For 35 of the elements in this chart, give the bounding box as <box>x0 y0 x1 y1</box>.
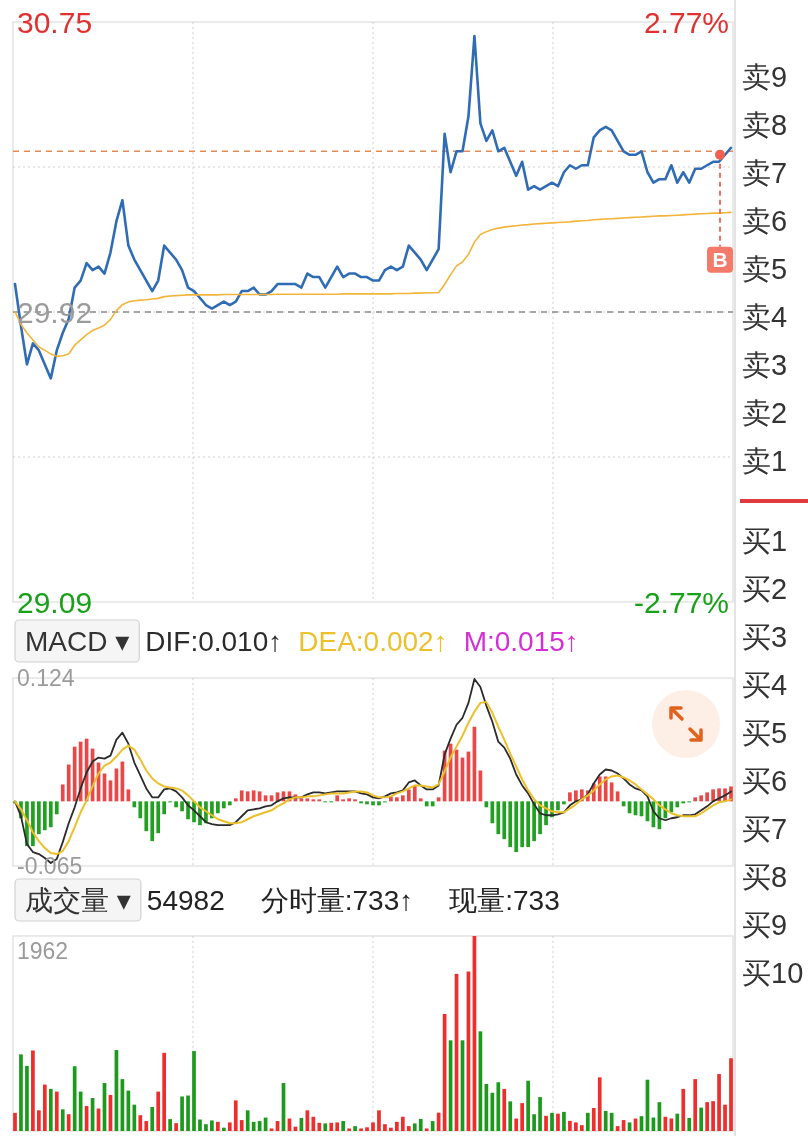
chart-title: 成交量 ▾ <box>25 884 131 916</box>
text: 卖8 <box>742 109 788 141</box>
y2-tick-label: -2.77% <box>633 585 729 619</box>
text: 买7 <box>742 813 788 845</box>
text: 54982 <box>146 884 225 916</box>
text: 分时量:733↑ <box>260 884 414 916</box>
y-tick-label: -0.065 <box>17 853 83 879</box>
text: 买9 <box>742 909 788 941</box>
text: 卖9 <box>742 61 788 93</box>
y-tick-label: 0.124 <box>17 665 75 691</box>
text: 卖6 <box>742 205 788 237</box>
text: M:0.015↑ <box>463 625 579 657</box>
chart-title: MACD ▾ <box>25 625 130 657</box>
text: 买10 <box>742 957 804 989</box>
text: 卖4 <box>742 301 788 333</box>
text: 买8 <box>742 861 788 893</box>
y-tick-label: 29.09 <box>17 585 93 619</box>
text: DIF:0.010↑ <box>145 625 283 657</box>
text: 买4 <box>742 669 788 701</box>
y-tick-label: 30.75 <box>17 5 93 39</box>
y2-tick-label: 2.77% <box>643 5 729 39</box>
text: 卖3 <box>742 349 788 381</box>
text: 卖1 <box>742 445 788 477</box>
text: 卖2 <box>742 397 788 429</box>
text: 买3 <box>742 621 788 653</box>
text: 卖7 <box>742 157 788 189</box>
text: 卖5 <box>742 253 788 285</box>
text: DEA:0.002↑ <box>298 625 448 657</box>
text: 买5 <box>742 717 788 749</box>
text: 买1 <box>742 525 788 557</box>
text: 买2 <box>742 573 788 605</box>
annotation: 1962 <box>17 937 69 964</box>
text: 现量:733 <box>449 884 560 916</box>
annotation: B <box>712 248 728 272</box>
text: 买6 <box>742 765 788 797</box>
